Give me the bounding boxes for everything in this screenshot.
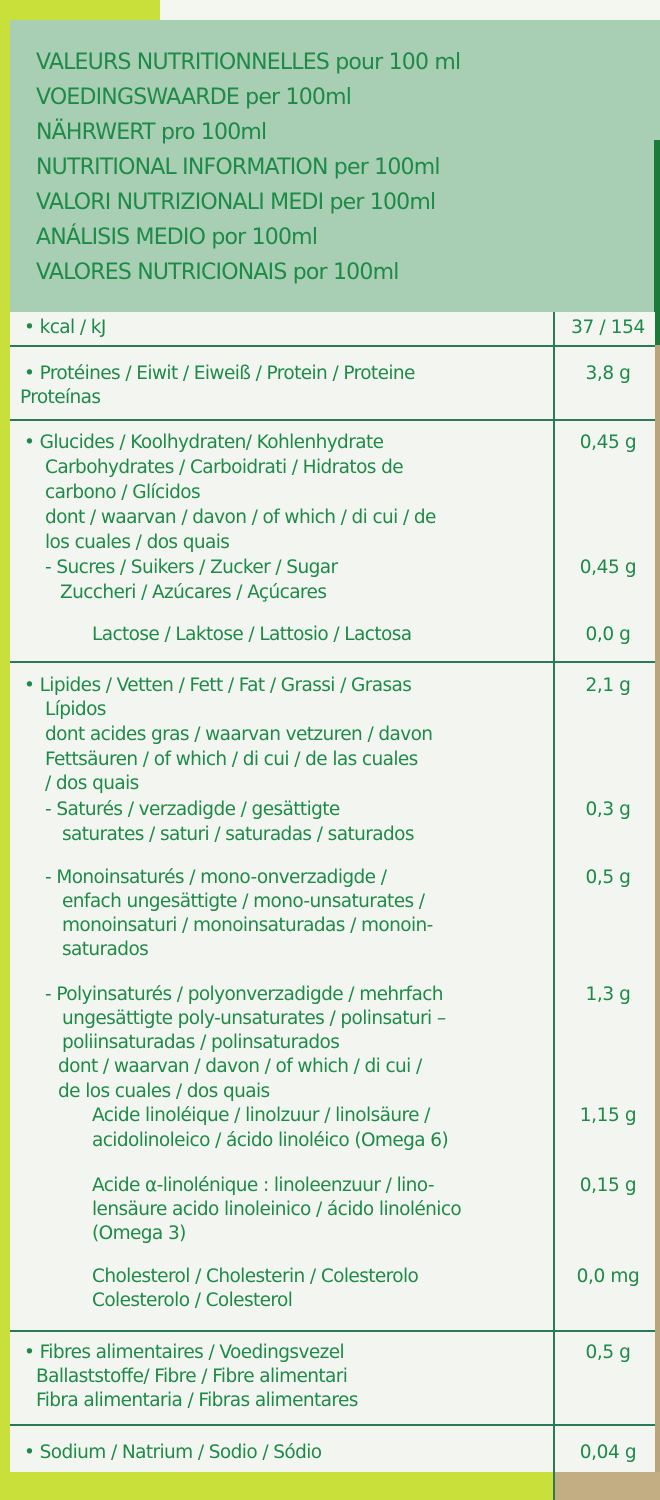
column-divider	[553, 312, 555, 1500]
carbs-label: Carbohydrates / Carboidrati / Hidratos d…	[45, 457, 404, 478]
cholesterol-label: Cholesterol / Cholesterin / Colesterolo	[92, 1266, 419, 1287]
poly-value: 1,3 g	[585, 984, 631, 1005]
saturated-value: 0,3 g	[585, 799, 631, 820]
fat-label: dont acides gras / waarvan vetzuren / da…	[45, 724, 433, 745]
sugars-value: 0,45 g	[579, 557, 637, 578]
fat-value: 2,1 g	[585, 675, 631, 696]
saturated-label: - Saturés / verzadigde / gesättigte	[45, 799, 340, 820]
header-line: NUTRITIONAL INFORMATION per 100ml	[36, 155, 440, 180]
mono-value: 0,5 g	[585, 867, 631, 888]
fibre-label: Ballaststoffe/ Fibre / Fibre alimentari	[36, 1366, 348, 1387]
carbs-label: • Glucides / Koolhydraten/ Kohlenhydrate	[24, 432, 384, 453]
linoleic-value: 1,15 g	[579, 1105, 637, 1126]
lactose-label: Lactose / Laktose / Lattosio / Lactosa	[92, 624, 412, 645]
row-divider	[10, 661, 655, 663]
header-line: VALORES NUTRICIONAIS por 100ml	[36, 260, 399, 285]
header-line: VALORI NUTRIZIONALI MEDI per 100ml	[36, 190, 436, 215]
alpha-linolenic-label: lensäure acido linoleinico / ácido linol…	[92, 1199, 462, 1220]
carbs-label: dont / waarvan / davon / of which / di c…	[45, 507, 436, 528]
poly-label: poliinsaturadas / polinsaturados	[62, 1032, 340, 1053]
edge-texture	[655, 345, 660, 1500]
mono-label: monoinsaturi / monoinsaturadas / monoin-	[62, 915, 433, 936]
carbs-label: los cuales / dos quais	[45, 532, 230, 553]
edge-strip	[654, 140, 660, 345]
edge-texture	[553, 1472, 660, 1500]
linoleic-label: Acide linoléique / linolzuur / linolsäur…	[92, 1105, 430, 1126]
alpha-linolenic-value: 0,15 g	[579, 1175, 637, 1196]
carbs-label: carbono / Glícidos	[45, 482, 201, 503]
alpha-linolenic-label: (Omega 3)	[92, 1223, 186, 1244]
protein-value: 3,8 g	[585, 363, 631, 384]
nutrition-header: VALEURS NUTRITIONNELLES pour 100 ml VOED…	[10, 20, 660, 312]
cholesterol-value: 0,0 mg	[576, 1266, 640, 1287]
fibre-value: 0,5 g	[585, 1342, 631, 1363]
header-line: VALEURS NUTRITIONNELLES pour 100 ml	[36, 50, 461, 75]
sodium-value: 0,04 g	[579, 1442, 637, 1463]
poly-label: - Polyinsaturés / polyonverzadigde / meh…	[45, 984, 444, 1005]
row-divider	[10, 419, 655, 421]
mono-label: - Monoinsaturés / mono-onverzadigde /	[45, 867, 387, 888]
nutrition-table	[10, 312, 655, 1472]
alpha-linolenic-label: Acide α-linolénique : linoleenzuur / lin…	[92, 1175, 435, 1196]
fat-label: Lípidos	[45, 699, 106, 720]
header-line: NÄHRWERT pro 100ml	[36, 120, 267, 145]
row-divider	[10, 1424, 655, 1426]
poly-label: dont / waarvan / davon / of which / di c…	[58, 1056, 422, 1077]
poly-label: ungesättigte poly-unsaturates / polinsat…	[62, 1008, 446, 1029]
row-divider	[10, 345, 655, 347]
cholesterol-label: Colesterolo / Colesterol	[92, 1290, 293, 1311]
sodium-label: • Sodium / Natrium / Sodio / Sódio	[24, 1442, 322, 1463]
fat-label: Fettsäuren / of which / di cui / de las …	[45, 749, 418, 770]
energy-label: • kcal / kJ	[24, 317, 106, 338]
header-line: ANÁLISIS MEDIO por 100ml	[36, 225, 318, 250]
fibre-label: • Fibres alimentaires / Voedingsvezel	[24, 1342, 345, 1363]
header-line: VOEDINGSWAARDE per 100ml	[36, 85, 352, 110]
mono-label: saturados	[62, 939, 149, 960]
protein-label: Proteínas	[20, 387, 101, 408]
saturated-label: saturates / saturi / saturadas / saturad…	[62, 824, 414, 845]
row-divider	[10, 1330, 655, 1332]
fibre-label: Fibra alimentaria / Fibras alimentares	[36, 1390, 358, 1411]
fat-label: • Lipides / Vetten / Fett / Fat / Grassi…	[24, 675, 412, 696]
sugars-label: - Sucres / Suikers / Zucker / Sugar	[45, 557, 338, 578]
protein-label: • Protéines / Eiwit / Eiweiß / Protein /…	[24, 363, 415, 384]
carbs-value: 0,45 g	[579, 432, 637, 453]
energy-value: 37 / 154	[571, 317, 645, 338]
lactose-value: 0,0 g	[585, 624, 631, 645]
fat-label: / dos quais	[45, 773, 139, 794]
linoleic-label: acidolinoleico / ácido linoléico (Omega …	[92, 1130, 449, 1151]
sugars-label: Zuccheri / Azúcares / Açúcares	[60, 582, 327, 603]
mono-label: enfach ungesättigte / mono-unsaturates /	[62, 891, 425, 912]
background-white	[160, 0, 660, 22]
poly-label: de los cuales / dos quais	[58, 1081, 270, 1102]
